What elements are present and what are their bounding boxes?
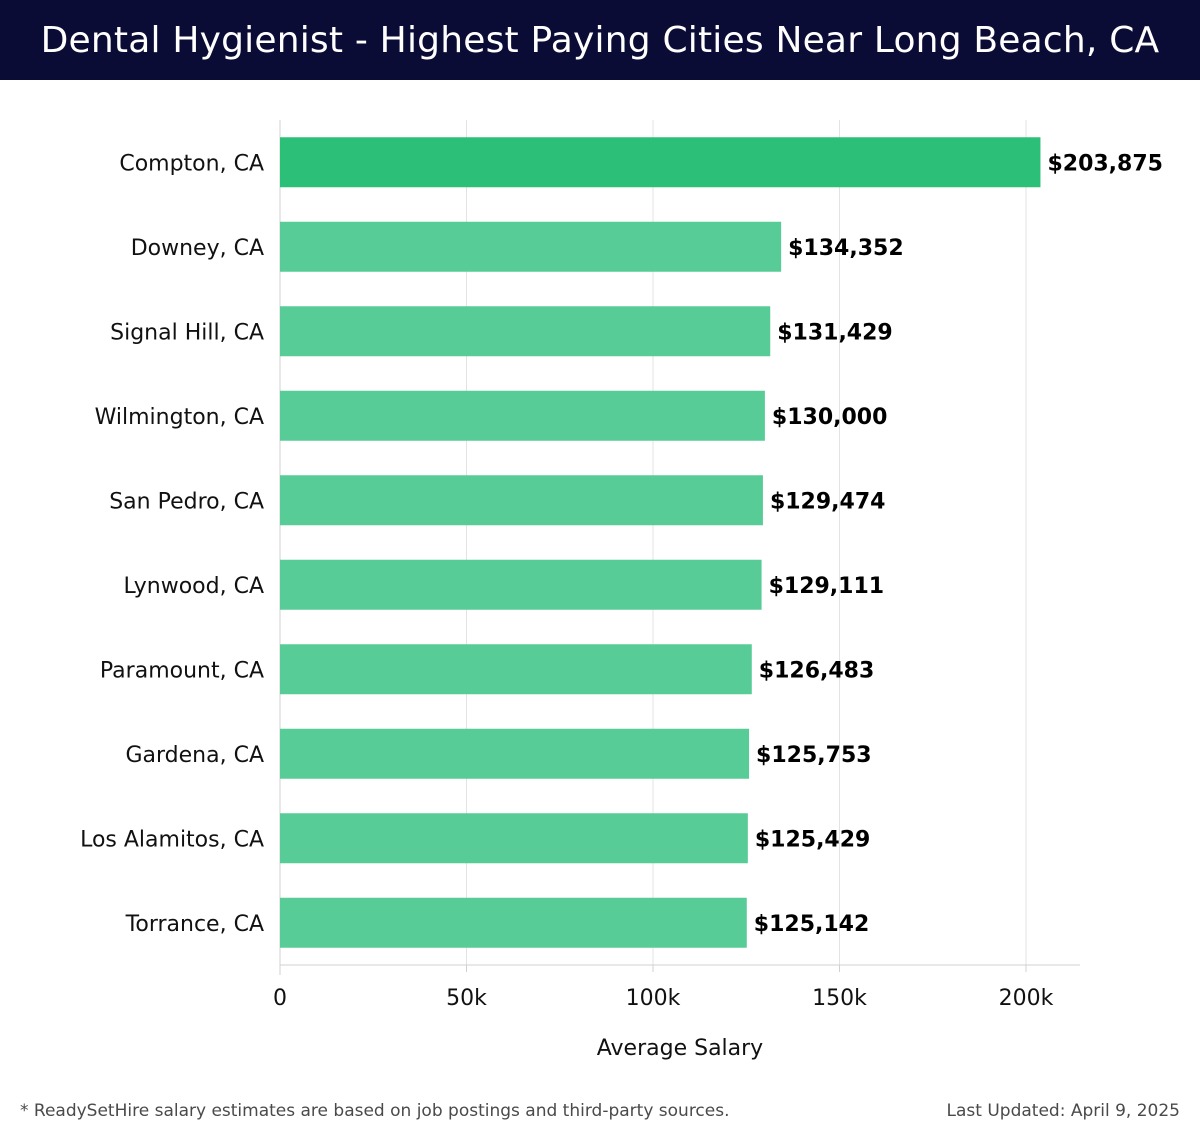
category-label: Wilmington, CA — [95, 405, 264, 430]
x-axis-label: Average Salary — [597, 1036, 763, 1061]
last-updated-date: April 9, 2025 — [1070, 1101, 1180, 1121]
value-label: $129,474 — [770, 489, 886, 514]
bar — [280, 559, 762, 610]
value-label: $131,429 — [777, 320, 893, 345]
bar-chart: 0 50k 100k 150k 200k Average Salary Compton, C… — [80, 120, 1163, 1061]
value-label: $125,753 — [756, 743, 872, 768]
value-label: $203,875 — [1047, 151, 1163, 176]
last-updated: Last Updated: April 9, 2025 — [947, 1101, 1180, 1121]
chart-title: Dental Hygienist - Highest Paying Cities… — [40, 19, 1160, 61]
x-tick-label: 200k — [999, 986, 1054, 1011]
value-label: $126,483 — [759, 658, 875, 683]
bar — [280, 813, 748, 864]
category-label: Paramount, CA — [100, 658, 264, 683]
bar — [280, 897, 747, 948]
bar — [280, 644, 752, 695]
bar — [280, 390, 765, 441]
category-label: Downey, CA — [131, 236, 264, 261]
bar — [280, 475, 763, 526]
chart-header: Dental Hygienist - Highest Paying Cities… — [0, 0, 1200, 80]
x-tick-label: 0 — [273, 986, 287, 1011]
category-label: Lynwood, CA — [124, 574, 264, 599]
x-tick-label: 150k — [812, 986, 867, 1011]
value-label: $130,000 — [772, 405, 888, 430]
bar — [280, 137, 1041, 188]
bar — [280, 728, 750, 779]
bar — [280, 306, 771, 357]
x-tick-label: 100k — [626, 986, 681, 1011]
value-label: $125,429 — [755, 827, 871, 852]
value-label: $134,352 — [788, 236, 904, 261]
category-label: Los Alamitos, CA — [80, 827, 264, 852]
last-updated-label: Last Updated: — [946, 1101, 1066, 1121]
category-label: Torrance, CA — [125, 912, 264, 937]
category-label: San Pedro, CA — [109, 489, 264, 514]
bar — [280, 221, 782, 272]
value-label: $129,111 — [769, 574, 885, 599]
category-label: Signal Hill, CA — [110, 320, 264, 345]
category-label: Gardena, CA — [125, 743, 264, 768]
footnote: * ReadySetHire salary estimates are base… — [20, 1101, 730, 1121]
x-tick-label: 50k — [446, 986, 487, 1011]
category-label: Compton, CA — [119, 151, 264, 176]
value-label: $125,142 — [754, 912, 870, 937]
